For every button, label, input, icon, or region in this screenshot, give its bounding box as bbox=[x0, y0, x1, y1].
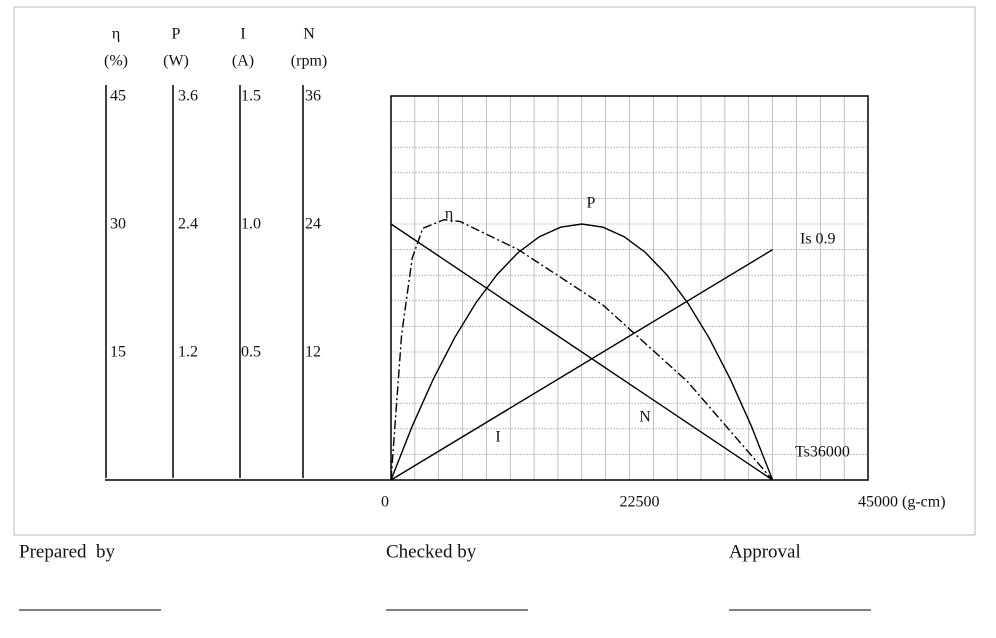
x-tick-label: 45000 (g-cm) bbox=[858, 494, 946, 511]
series-label: P bbox=[587, 195, 596, 212]
series-label: I bbox=[495, 429, 500, 446]
frame bbox=[13, 6, 976, 536]
annotation: Ts36000 bbox=[795, 444, 850, 461]
y-tick-label: 15 bbox=[110, 344, 126, 361]
axis-unit: (W) bbox=[163, 53, 189, 70]
y-tick-label: 3.6 bbox=[178, 88, 198, 105]
y-tick-label: 1.2 bbox=[178, 344, 198, 361]
x-tick-label: 0 bbox=[381, 494, 389, 511]
y-tick-label: 30 bbox=[110, 216, 126, 233]
curve bbox=[390, 223, 774, 481]
y-tick-label: 36 bbox=[305, 88, 321, 105]
axis-name: P bbox=[172, 26, 181, 43]
x-tick-label: 22500 bbox=[620, 494, 660, 511]
y-tick-label: 2.4 bbox=[178, 216, 198, 233]
curve bbox=[390, 218, 774, 481]
axis-name: η bbox=[112, 26, 120, 43]
axis-unit: (rpm) bbox=[291, 53, 327, 70]
curve bbox=[390, 223, 773, 481]
y-tick-label: 1.5 bbox=[241, 88, 261, 105]
plot-frame bbox=[390, 95, 869, 481]
axis-unit: (%) bbox=[104, 53, 128, 70]
footer-label: Approval bbox=[729, 541, 801, 562]
footer-label: Prepared by bbox=[19, 541, 116, 562]
y-tick-label: 1.0 bbox=[241, 216, 261, 233]
axis-unit: (A) bbox=[232, 53, 254, 70]
y-tick-label: 12 bbox=[305, 344, 321, 361]
grid bbox=[391, 96, 868, 480]
series-label: η bbox=[445, 206, 453, 223]
footer-label: Checked by bbox=[386, 541, 477, 562]
y-tick-label: 0.5 bbox=[241, 344, 261, 361]
curve bbox=[390, 249, 773, 481]
y-tick-label: 24 bbox=[305, 216, 321, 233]
y-tick-label: 45 bbox=[110, 88, 126, 105]
axis-name: I bbox=[240, 26, 245, 43]
axis-name: N bbox=[303, 26, 315, 43]
annotation: Is 0.9 bbox=[800, 231, 836, 248]
series-label: N bbox=[639, 409, 651, 426]
